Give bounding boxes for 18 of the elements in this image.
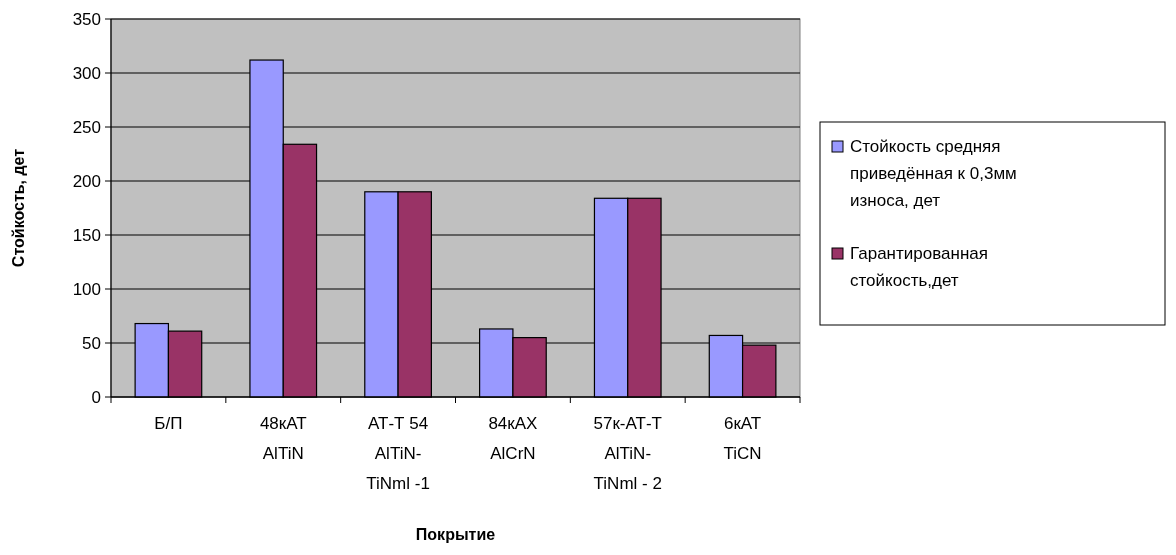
y-tick-label: 100 <box>72 279 101 299</box>
x-tick-label: 6кАТ TiCN <box>723 414 762 463</box>
x-tick-label: 57к-АТ-Т AlTiN- TiNml - 2 <box>593 414 662 493</box>
y-tick-label: 0 <box>91 387 101 407</box>
x-tick-label: Б/П <box>154 414 183 433</box>
y-tick-label: 150 <box>72 225 101 245</box>
y-tick-label: 250 <box>72 117 101 137</box>
x-tick-label: 48кАТ AlTiN <box>259 414 307 463</box>
legend-label: Гарантированная стойкость,дет <box>850 244 988 290</box>
y-tick-label: 200 <box>72 171 101 191</box>
y-axis-title: Стойкость, дет <box>10 148 27 268</box>
y-tick-label: 300 <box>72 63 101 83</box>
legend-label: Стойкость средняя приведённая к 0,3мм износа, дет <box>850 137 1017 210</box>
y-tick-label: 350 <box>72 9 101 29</box>
x-axis-title: Покрытие <box>415 526 496 543</box>
x-tick-label: 84кАХ AlCrN <box>488 414 538 463</box>
x-tick-label: АТ-Т 54 AlTiN- TiNml -1 <box>366 414 430 493</box>
y-tick-label: 50 <box>82 333 101 353</box>
